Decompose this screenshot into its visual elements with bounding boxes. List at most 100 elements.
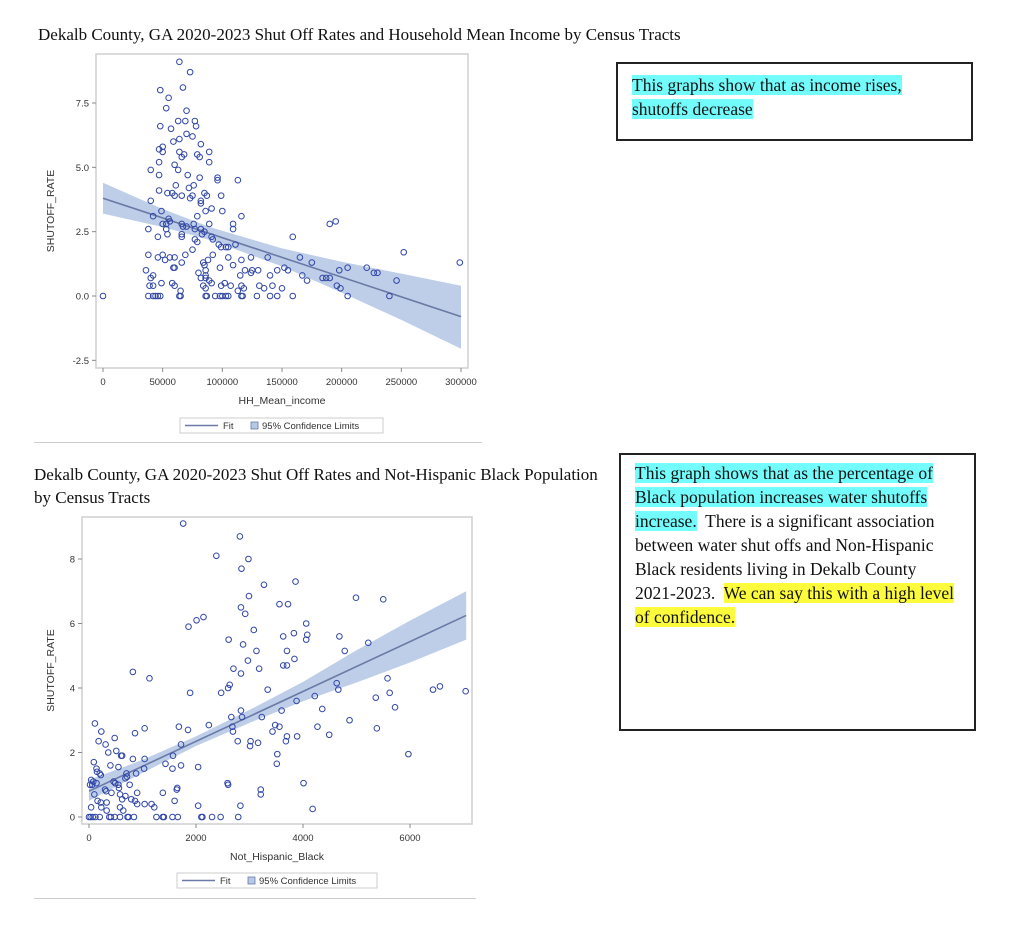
data-point — [209, 251, 217, 259]
data-point — [224, 781, 232, 789]
data-point — [386, 689, 393, 697]
data-point — [279, 662, 287, 669]
data-point — [254, 739, 262, 747]
divider — [34, 442, 482, 443]
data-point — [400, 248, 408, 256]
data-point — [193, 238, 201, 246]
data-point — [225, 292, 232, 300]
data-point — [326, 220, 334, 228]
data-point — [269, 728, 276, 735]
data-point — [178, 230, 186, 238]
data-point — [127, 795, 135, 803]
data-point — [172, 182, 180, 189]
legend-fit-label: Fit — [223, 421, 234, 432]
x-axis-title: Not_Hispanic_Black — [230, 851, 325, 863]
data-point — [230, 665, 237, 672]
data-point — [186, 689, 194, 697]
data-point — [278, 284, 286, 292]
x-tick-label: 50000 — [149, 377, 175, 388]
data-point — [237, 707, 245, 714]
x-tick-label: 300000 — [445, 377, 477, 388]
data-point — [284, 266, 292, 274]
data-point — [90, 758, 98, 766]
data-point — [192, 122, 200, 130]
data-point — [336, 633, 343, 640]
data-point — [149, 212, 157, 220]
data-point — [258, 713, 266, 721]
data-point — [219, 207, 226, 215]
data-point — [322, 274, 330, 282]
fit-line — [102, 197, 462, 318]
data-point — [118, 752, 126, 760]
data-point — [238, 212, 245, 220]
data-point — [102, 741, 109, 748]
divider — [34, 898, 476, 899]
data-point — [234, 176, 242, 184]
data-point — [198, 230, 206, 238]
y-tick-label: 0 — [70, 813, 75, 824]
data-point — [177, 741, 185, 748]
data-point — [197, 274, 205, 282]
data-point — [103, 799, 110, 806]
data-point — [292, 578, 299, 585]
data-point — [156, 292, 164, 300]
note-highlight-cyan: This graphs show that as income rises, s… — [632, 75, 902, 119]
data-point — [162, 104, 170, 112]
data-point — [177, 292, 184, 300]
data-point — [141, 755, 148, 763]
data-point — [89, 778, 97, 785]
black-population-note-box: This graph shows that as the percentage … — [619, 453, 976, 731]
data-point — [274, 750, 281, 758]
y-tick-label: 6 — [70, 619, 75, 630]
data-point — [177, 762, 185, 769]
data-point — [225, 636, 232, 643]
data-point — [197, 200, 205, 207]
data-point — [237, 802, 244, 810]
data-point — [155, 171, 163, 179]
data-point — [123, 770, 130, 777]
data-point — [149, 292, 157, 300]
data-point — [229, 728, 237, 735]
data-point — [153, 813, 160, 821]
data-point — [178, 259, 186, 266]
data-point — [333, 679, 341, 687]
data-point — [283, 647, 291, 655]
data-point — [189, 246, 196, 253]
data-point — [456, 259, 464, 266]
data-point — [379, 596, 387, 603]
data-point — [115, 784, 123, 792]
data-point — [335, 686, 342, 693]
data-point — [111, 734, 118, 742]
data-point — [276, 723, 283, 731]
data-point — [344, 264, 351, 271]
data-point — [108, 789, 115, 797]
data-point — [293, 697, 300, 705]
data-point — [103, 807, 110, 814]
y-tick-label: 2 — [70, 748, 75, 759]
data-point — [346, 716, 353, 724]
data-point — [178, 192, 186, 199]
data-point — [250, 626, 258, 634]
data-point — [222, 292, 230, 300]
data-point — [123, 773, 131, 780]
data-point — [311, 692, 319, 700]
data-point — [178, 233, 186, 241]
data-point — [260, 284, 268, 292]
x-tick-label: 150000 — [266, 377, 298, 388]
data-point — [145, 251, 152, 259]
data-point — [156, 86, 164, 94]
data-point — [203, 292, 211, 300]
data-point — [154, 292, 162, 300]
data-point — [110, 778, 117, 785]
data-point — [147, 166, 155, 174]
data-point — [171, 192, 178, 199]
data-point — [352, 594, 360, 602]
data-point — [159, 789, 167, 797]
data-point — [318, 705, 326, 713]
data-point — [244, 657, 252, 664]
data-point — [160, 813, 168, 821]
data-point — [131, 729, 139, 737]
data-point — [370, 269, 378, 277]
data-point — [174, 166, 182, 174]
